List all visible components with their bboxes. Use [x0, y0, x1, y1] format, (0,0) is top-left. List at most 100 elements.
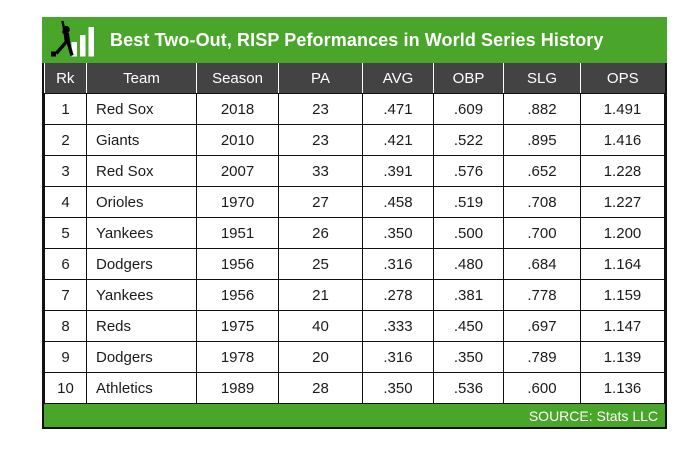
cell-team: Red Sox	[86, 155, 197, 187]
cell-pa: 33	[278, 155, 363, 187]
cell-rank: 3	[44, 155, 87, 187]
cell-avg: .458	[362, 186, 434, 218]
column-header-ops: OPS	[580, 63, 665, 94]
column-header-slg: SLG	[503, 63, 581, 94]
cell-ops: 1.200	[580, 217, 665, 249]
cell-pa: 40	[278, 310, 363, 342]
cell-avg: .316	[362, 341, 434, 373]
cell-team: Athletics	[86, 372, 197, 404]
cell-pa: 23	[278, 93, 363, 125]
cell-team: Yankees	[86, 279, 197, 311]
cell-obp: .450	[433, 310, 504, 342]
column-header-avg: AVG	[362, 63, 434, 94]
cell-slg: .789	[503, 341, 581, 373]
cell-avg: .391	[362, 155, 434, 187]
cell-obp: .519	[433, 186, 504, 218]
cell-team: Yankees	[86, 217, 197, 249]
page-title: Best Two-Out, RISP Peformances in World …	[110, 29, 604, 50]
cell-rank: 5	[44, 217, 87, 249]
column-header-pa: PA	[278, 63, 363, 94]
cell-season: 1975	[196, 310, 279, 342]
cell-rank: 6	[44, 248, 87, 280]
table-row: 10 Athletics 1989 28 .350 .536 .600 1.13…	[44, 372, 665, 404]
cell-obp: .609	[433, 93, 504, 125]
cell-avg: .278	[362, 279, 434, 311]
table-row: 8 Reds 1975 40 .333 .450 .697 1.147	[44, 310, 665, 342]
cell-ops: 1.416	[580, 124, 665, 156]
cell-obp: .576	[433, 155, 504, 187]
infographic-card: Best Two-Out, RISP Peformances in World …	[42, 17, 667, 429]
cell-ops: 1.136	[580, 372, 665, 404]
cell-pa: 28	[278, 372, 363, 404]
cell-obp: .522	[433, 124, 504, 156]
table-row: 2 Giants 2010 23 .421 .522 .895 1.416	[44, 124, 665, 156]
cell-season: 1951	[196, 217, 279, 249]
cell-obp: .536	[433, 372, 504, 404]
cell-slg: .684	[503, 248, 581, 280]
table-row: 3 Red Sox 2007 33 .391 .576 .652 1.228	[44, 155, 665, 187]
cell-pa: 25	[278, 248, 363, 280]
batter-stats-logo-icon	[51, 20, 94, 57]
cell-slg: .600	[503, 372, 581, 404]
cell-obp: .350	[433, 341, 504, 373]
cell-team: Red Sox	[86, 93, 197, 125]
title-bar: Best Two-Out, RISP Peformances in World …	[42, 17, 667, 63]
cell-avg: .333	[362, 310, 434, 342]
cell-ops: 1.159	[580, 279, 665, 311]
cell-rank: 1	[44, 93, 87, 125]
source-bar: SOURCE: Stats LLC	[44, 404, 665, 427]
cell-ops: 1.139	[580, 341, 665, 373]
column-header-season: Season	[196, 63, 279, 94]
cell-obp: .381	[433, 279, 504, 311]
cell-team: Dodgers	[86, 341, 197, 373]
cell-pa: 23	[278, 124, 363, 156]
cell-pa: 26	[278, 217, 363, 249]
table-row: 6 Dodgers 1956 25 .316 .480 .684 1.164	[44, 248, 665, 280]
cell-avg: .350	[362, 372, 434, 404]
cell-ops: 1.491	[580, 93, 665, 125]
table-row: 5 Yankees 1951 26 .350 .500 .700 1.200	[44, 217, 665, 249]
table-row: 7 Yankees 1956 21 .278 .381 .778 1.159	[44, 279, 665, 311]
cell-season: 2018	[196, 93, 279, 125]
cell-slg: .895	[503, 124, 581, 156]
cell-slg: .882	[503, 93, 581, 125]
cell-season: 1970	[196, 186, 279, 218]
column-header-obp: OBP	[433, 63, 504, 94]
table-row: 4 Orioles 1970 27 .458 .519 .708 1.227	[44, 186, 665, 218]
cell-team: Giants	[86, 124, 197, 156]
stats-table: Rk Team Season PA AVG OBP SLG OPS 1 Red …	[44, 63, 665, 404]
cell-slg: .697	[503, 310, 581, 342]
cell-obp: .500	[433, 217, 504, 249]
cell-ops: 1.228	[580, 155, 665, 187]
cell-season: 1956	[196, 279, 279, 311]
cell-slg: .778	[503, 279, 581, 311]
cell-pa: 21	[278, 279, 363, 311]
cell-rank: 7	[44, 279, 87, 311]
table-row: 1 Red Sox 2018 23 .471 .609 .882 1.491	[44, 93, 665, 125]
cell-season: 2010	[196, 124, 279, 156]
cell-team: Reds	[86, 310, 197, 342]
cell-avg: .350	[362, 217, 434, 249]
cell-obp: .480	[433, 248, 504, 280]
cell-pa: 20	[278, 341, 363, 373]
cell-avg: .471	[362, 93, 434, 125]
source-label: SOURCE: Stats LLC	[528, 407, 658, 424]
cell-season: 1978	[196, 341, 279, 373]
cell-season: 1989	[196, 372, 279, 404]
table-row: 9 Dodgers 1978 20 .316 .350 .789 1.139	[44, 341, 665, 373]
cell-rank: 9	[44, 341, 87, 373]
cell-slg: .708	[503, 186, 581, 218]
cell-ops: 1.147	[580, 310, 665, 342]
cell-rank: 4	[44, 186, 87, 218]
table-header-row: Rk Team Season PA AVG OBP SLG OPS	[44, 63, 665, 94]
cell-team: Dodgers	[86, 248, 197, 280]
column-header-team: Team	[86, 63, 197, 94]
cell-season: 2007	[196, 155, 279, 187]
cell-team: Orioles	[86, 186, 197, 218]
cell-pa: 27	[278, 186, 363, 218]
column-header-rk: Rk	[44, 63, 87, 94]
cell-slg: .652	[503, 155, 581, 187]
cell-ops: 1.164	[580, 248, 665, 280]
cell-rank: 2	[44, 124, 87, 156]
cell-season: 1956	[196, 248, 279, 280]
